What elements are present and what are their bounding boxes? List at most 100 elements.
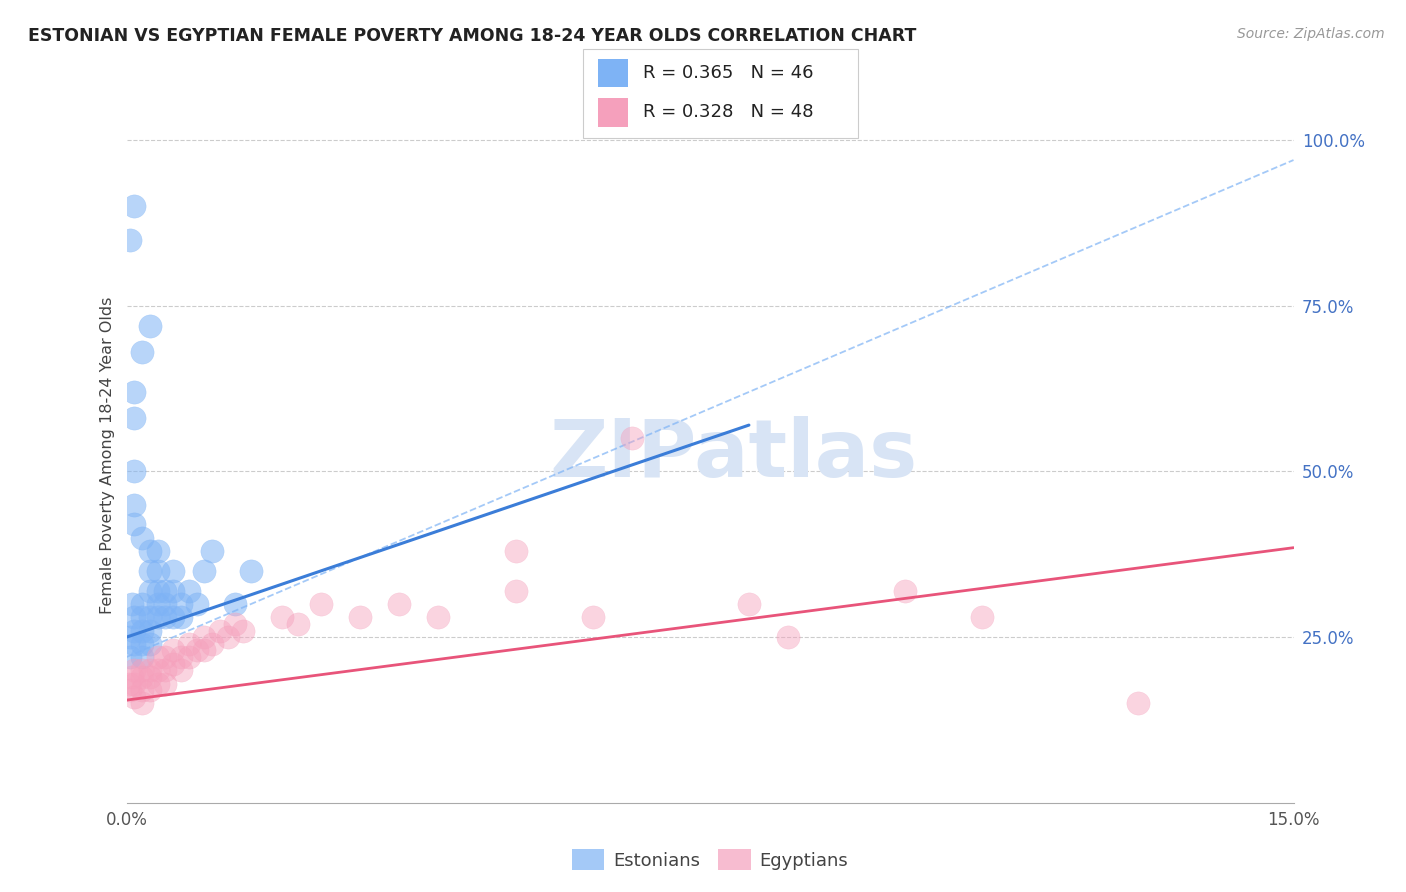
Legend: Estonians, Egyptians: Estonians, Egyptians xyxy=(564,842,856,877)
Point xyxy=(146,544,169,558)
Point xyxy=(170,610,193,624)
Point xyxy=(131,650,153,665)
Point xyxy=(146,650,169,665)
Point xyxy=(232,624,254,638)
Point xyxy=(193,630,215,644)
Point xyxy=(146,597,169,611)
Point xyxy=(131,683,153,698)
Point xyxy=(131,610,153,624)
Point xyxy=(124,637,146,651)
Point xyxy=(170,597,193,611)
Point xyxy=(1126,697,1149,711)
Point xyxy=(155,650,177,665)
Point xyxy=(738,597,761,611)
Point xyxy=(146,610,169,624)
Point xyxy=(505,544,527,558)
Point xyxy=(124,676,146,690)
Point xyxy=(120,233,142,247)
Point xyxy=(426,610,449,624)
Point xyxy=(224,616,246,631)
Point xyxy=(186,597,208,611)
Point xyxy=(146,663,169,677)
Point xyxy=(177,650,200,665)
Point xyxy=(201,544,224,558)
Point xyxy=(177,583,200,598)
Point xyxy=(193,564,215,578)
Point xyxy=(201,637,224,651)
Point xyxy=(271,610,294,624)
Point xyxy=(146,564,169,578)
Point xyxy=(121,670,143,684)
Point xyxy=(124,663,146,677)
Point xyxy=(162,610,184,624)
Point xyxy=(139,670,162,684)
Point xyxy=(309,597,332,611)
Point xyxy=(287,616,309,631)
Point xyxy=(131,597,153,611)
Point xyxy=(124,690,146,704)
Point xyxy=(146,583,169,598)
Point xyxy=(582,610,605,624)
Point xyxy=(120,683,142,698)
Point xyxy=(155,610,177,624)
Point xyxy=(186,643,208,657)
Point xyxy=(124,199,146,213)
Point xyxy=(139,583,162,598)
Point xyxy=(120,650,142,665)
Text: ZIPatlas: ZIPatlas xyxy=(550,416,918,494)
Point xyxy=(155,676,177,690)
Text: R = 0.365   N = 46: R = 0.365 N = 46 xyxy=(643,64,813,82)
Point xyxy=(131,670,153,684)
Point xyxy=(893,583,915,598)
Point xyxy=(124,610,146,624)
Point xyxy=(131,531,153,545)
Point xyxy=(121,597,143,611)
Point xyxy=(349,610,371,624)
Point xyxy=(131,663,153,677)
Point xyxy=(177,637,200,651)
Point xyxy=(162,564,184,578)
Point xyxy=(170,650,193,665)
Point xyxy=(124,384,146,399)
Point xyxy=(388,597,411,611)
Point xyxy=(139,683,162,698)
Point xyxy=(131,624,153,638)
Point xyxy=(505,583,527,598)
Text: R = 0.328   N = 48: R = 0.328 N = 48 xyxy=(643,103,813,121)
Point xyxy=(139,610,162,624)
Point xyxy=(139,624,162,638)
Point xyxy=(139,637,162,651)
Point xyxy=(124,411,146,425)
Point xyxy=(162,657,184,671)
Point xyxy=(155,583,177,598)
Point xyxy=(146,676,169,690)
Point xyxy=(776,630,799,644)
Y-axis label: Female Poverty Among 18-24 Year Olds: Female Poverty Among 18-24 Year Olds xyxy=(100,296,115,614)
Point xyxy=(131,697,153,711)
Point xyxy=(124,517,146,532)
Point xyxy=(139,663,162,677)
Point xyxy=(118,676,141,690)
Point xyxy=(131,345,153,359)
Point xyxy=(139,564,162,578)
Point xyxy=(124,624,146,638)
Point xyxy=(208,624,231,638)
Point xyxy=(120,630,142,644)
Text: ESTONIAN VS EGYPTIAN FEMALE POVERTY AMONG 18-24 YEAR OLDS CORRELATION CHART: ESTONIAN VS EGYPTIAN FEMALE POVERTY AMON… xyxy=(28,27,917,45)
Point xyxy=(224,597,246,611)
Point xyxy=(193,643,215,657)
Point xyxy=(621,431,644,445)
Point xyxy=(972,610,994,624)
Point xyxy=(124,465,146,479)
Point xyxy=(162,643,184,657)
Point xyxy=(139,318,162,333)
Point xyxy=(155,663,177,677)
Point xyxy=(131,637,153,651)
Point xyxy=(217,630,239,644)
Point xyxy=(124,498,146,512)
Point xyxy=(240,564,263,578)
Point xyxy=(139,544,162,558)
Point xyxy=(162,583,184,598)
Text: Source: ZipAtlas.com: Source: ZipAtlas.com xyxy=(1237,27,1385,41)
Point xyxy=(170,663,193,677)
